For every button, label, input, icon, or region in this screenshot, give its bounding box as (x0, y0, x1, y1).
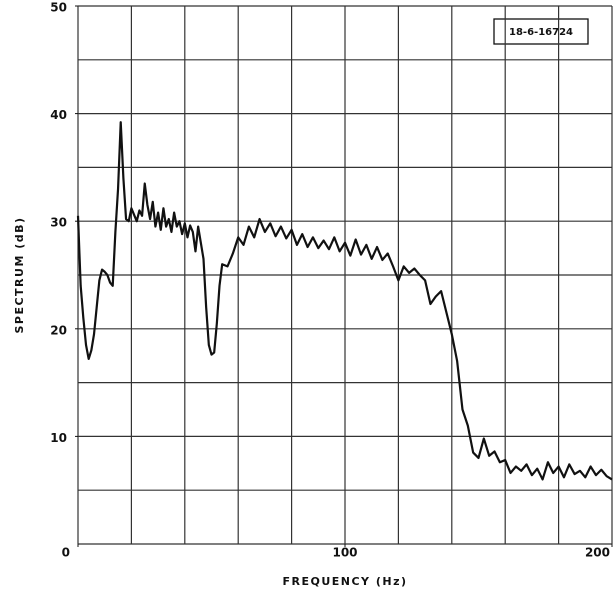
x-tick-label: 0 (62, 546, 70, 560)
x-tick-label: 100 (332, 546, 357, 560)
annotation: 18-6-16724 (509, 27, 573, 38)
y-tick-label: 20 (50, 323, 67, 337)
y-tick-label: 30 (50, 216, 67, 230)
annotation-box (493, 18, 589, 45)
y-axis-label: SPECTRUM (dB) (13, 216, 26, 333)
y-tick-label: 40 (50, 108, 67, 122)
x-tick-label: 200 (585, 546, 610, 560)
y-tick-label: 10 (50, 431, 67, 445)
y-tick-label: 50 (50, 1, 67, 15)
x-axis-label: FREQUENCY (Hz) (282, 575, 407, 588)
data-line (76, 121, 613, 481)
